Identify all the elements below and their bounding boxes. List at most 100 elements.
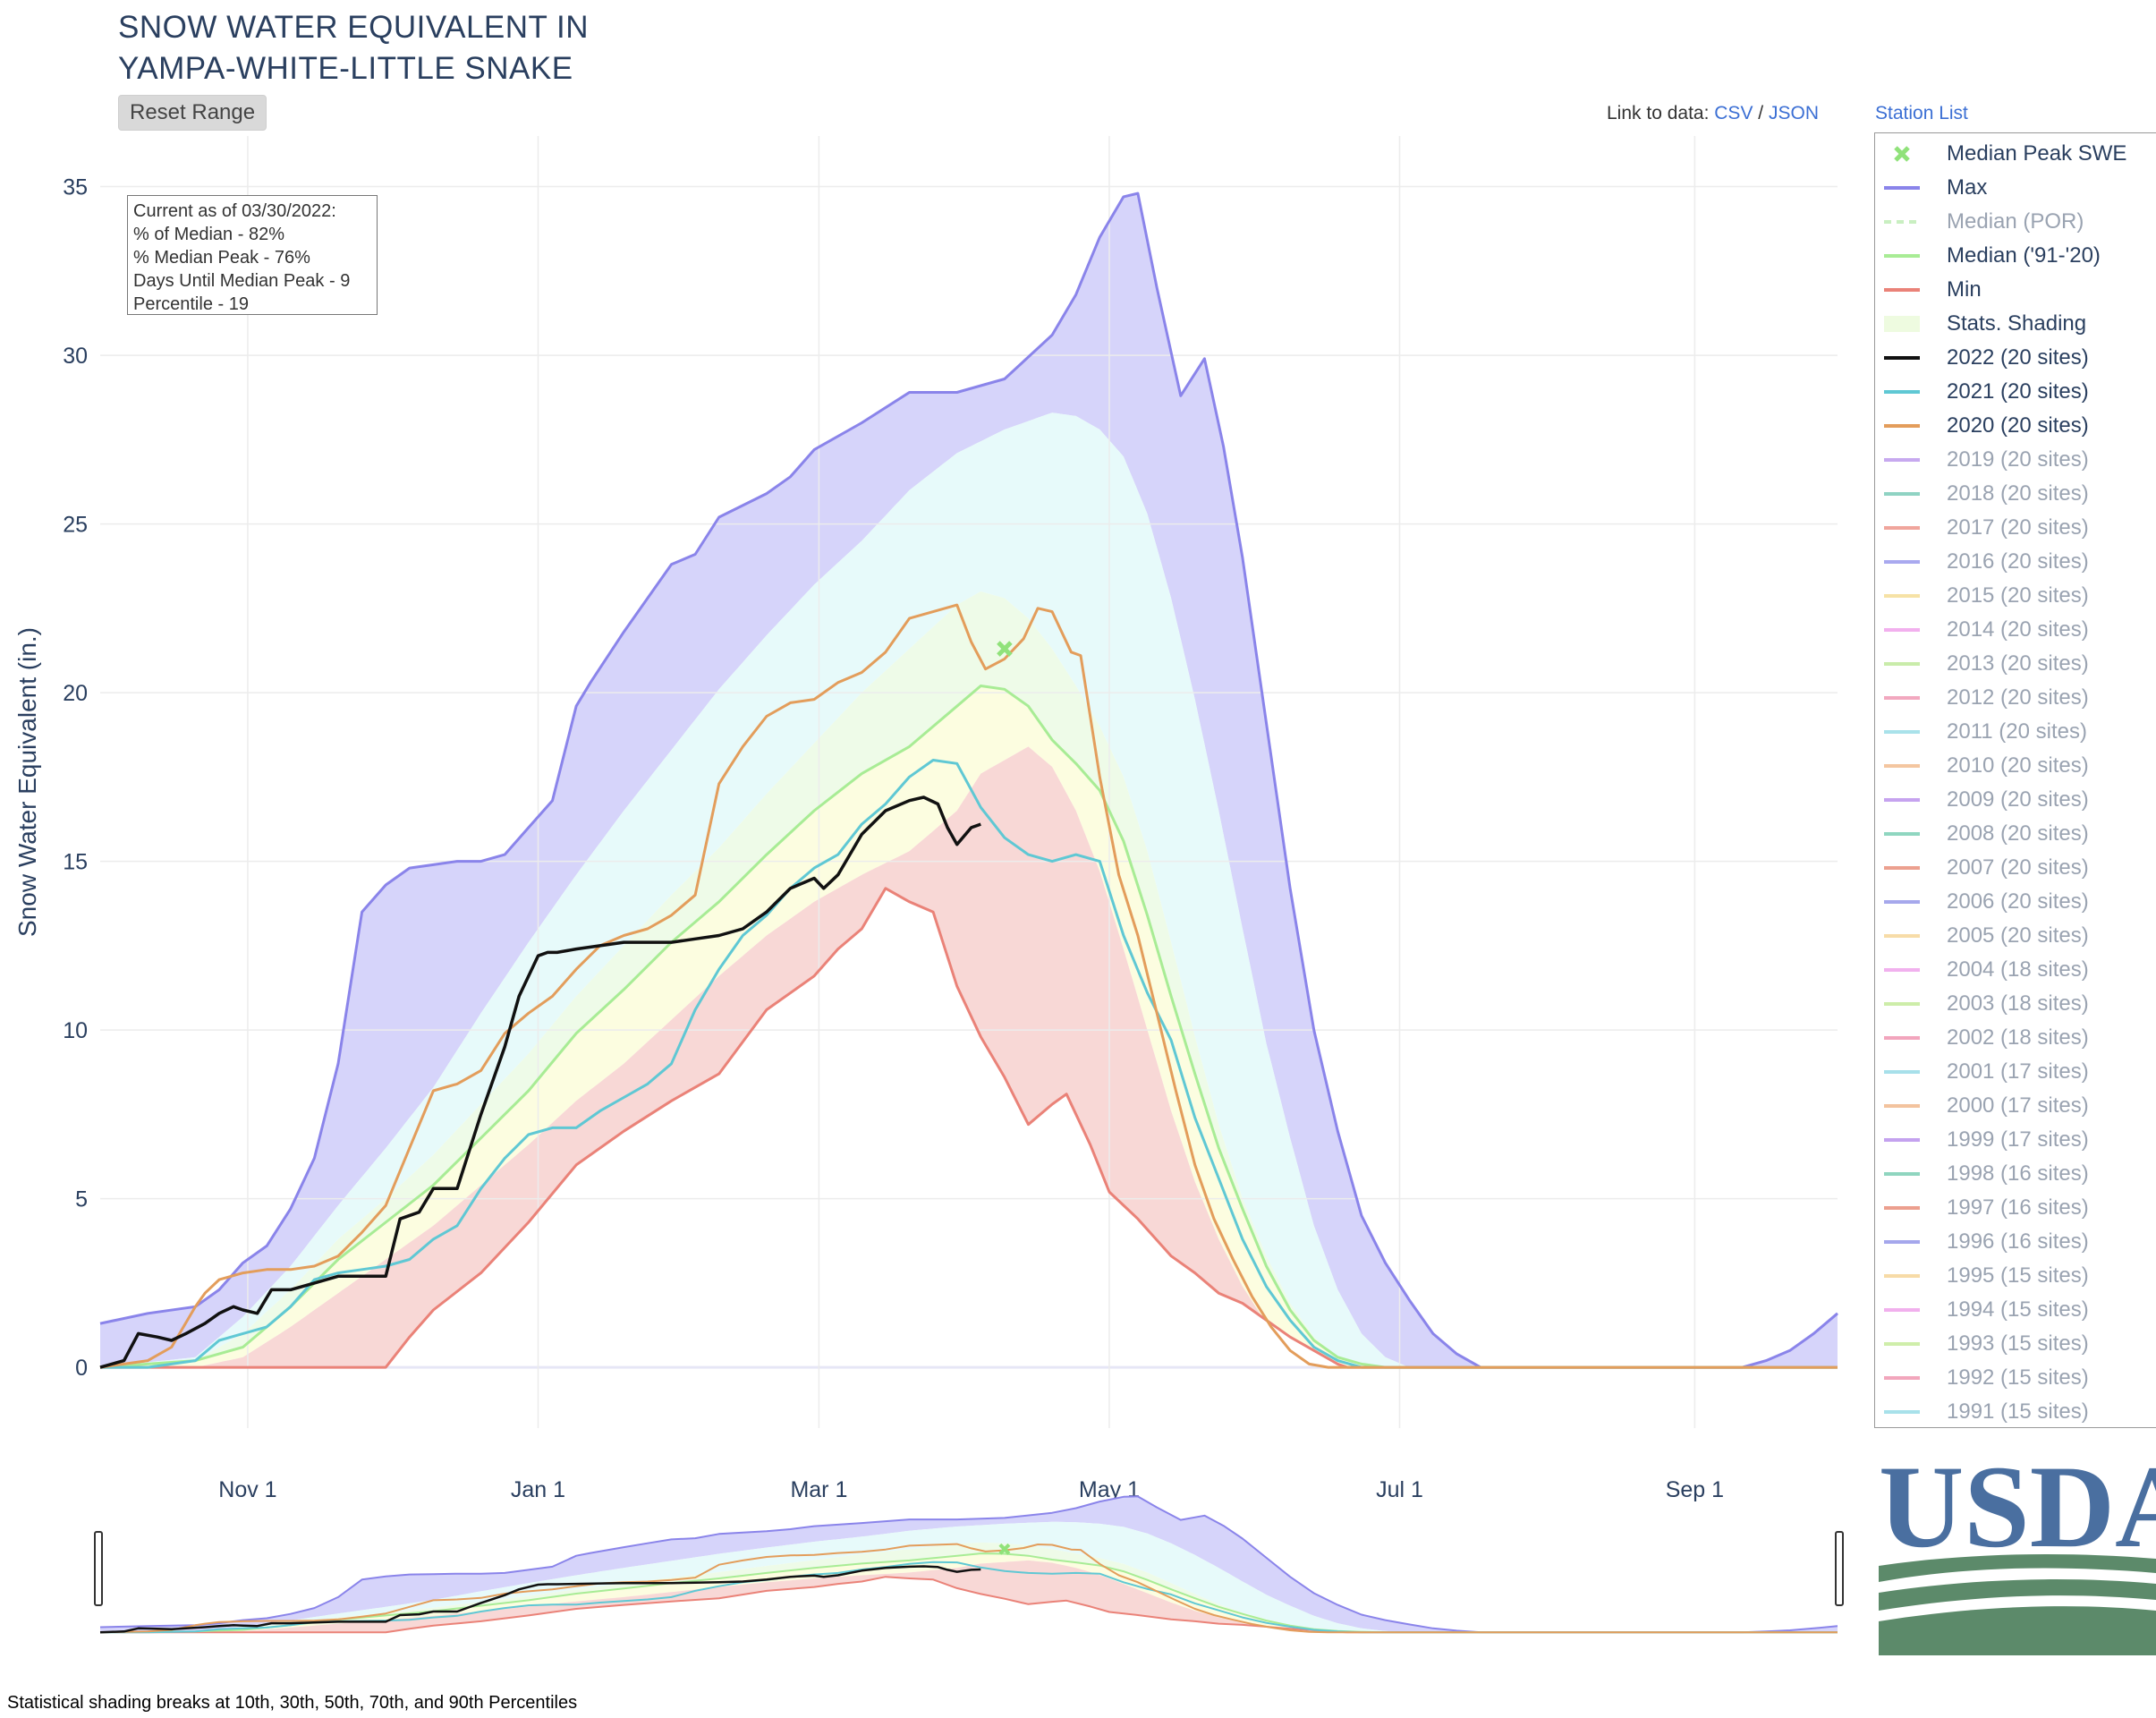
legend-swatch: [1884, 1036, 1920, 1040]
legend-swatch: [1884, 316, 1920, 332]
legend-item[interactable]: 2006 (20 sites): [1875, 885, 2156, 919]
x-tick-label: Mar 1: [790, 1477, 847, 1502]
legend-item[interactable]: 2009 (20 sites): [1875, 783, 2156, 817]
legend-item[interactable]: 2020 (20 sites): [1875, 409, 2156, 443]
legend-item[interactable]: 2012 (20 sites): [1875, 681, 2156, 715]
chart-title: SNOW WATER EQUIVALENT IN YAMPA-WHITE-LIT…: [118, 7, 589, 89]
legend-item[interactable]: Median ('91-'20): [1875, 239, 2156, 273]
legend-item[interactable]: 2010 (20 sites): [1875, 749, 2156, 783]
legend-swatch: [1884, 832, 1920, 836]
legend-item[interactable]: 2003 (18 sites): [1875, 987, 2156, 1021]
legend-swatch: [1884, 730, 1920, 734]
chart-legend: Median Peak SWE Max Median (POR) Median ('9…: [1874, 132, 2156, 1428]
usda-logo-text: USDA: [1879, 1450, 2156, 1572]
legend-item[interactable]: 1999 (17 sites): [1875, 1123, 2156, 1157]
legend-swatch: [1884, 1206, 1920, 1210]
legend-item[interactable]: 2001 (17 sites): [1875, 1055, 2156, 1089]
legend-item[interactable]: 2002 (18 sites): [1875, 1021, 2156, 1055]
legend-item[interactable]: Median Peak SWE: [1875, 137, 2156, 171]
legend-item[interactable]: 2018 (20 sites): [1875, 477, 2156, 511]
json-link[interactable]: JSON: [1768, 103, 1819, 123]
legend-item[interactable]: Min: [1875, 273, 2156, 307]
legend-label: Median Peak SWE: [1947, 141, 2127, 166]
legend-swatch: [1884, 560, 1920, 564]
chart-title-line-1: SNOW WATER EQUIVALENT IN: [118, 10, 590, 45]
legend-item[interactable]: 2008 (20 sites): [1875, 817, 2156, 851]
legend-item[interactable]: 1992 (15 sites): [1875, 1361, 2156, 1395]
legend-item[interactable]: 2007 (20 sites): [1875, 851, 2156, 885]
legend-label: 1995 (15 sites): [1947, 1263, 2089, 1288]
legend-swatch: [1884, 1240, 1920, 1244]
legend-label: 1993 (15 sites): [1947, 1331, 2089, 1356]
legend-swatch: [1884, 1410, 1920, 1414]
main-series-2020: [99, 603, 1838, 1369]
legend-label: 2018 (20 sites): [1947, 481, 2089, 506]
legend-item[interactable]: 2015 (20 sites): [1875, 579, 2156, 613]
legend-swatch: [1884, 900, 1920, 904]
current-stats-box: Current as of 03/30/2022: % of Median - …: [127, 195, 378, 315]
legend-item[interactable]: Max: [1875, 171, 2156, 205]
legend-swatch: [1884, 356, 1920, 360]
legend-item[interactable]: 1995 (15 sites): [1875, 1259, 2156, 1293]
legend-swatch: [1884, 594, 1920, 598]
legend-item[interactable]: 2011 (20 sites): [1875, 715, 2156, 749]
legend-label: Min: [1947, 277, 1982, 302]
y-tick-label: 20: [63, 681, 88, 706]
station-list-link[interactable]: Station List: [1875, 103, 1968, 123]
legend-item[interactable]: 2005 (20 sites): [1875, 919, 2156, 953]
y-tick-label: 5: [75, 1187, 88, 1212]
rangeslider-group: [99, 1495, 1838, 1634]
legend-item[interactable]: 2016 (20 sites): [1875, 545, 2156, 579]
main-shade-max-band: [100, 193, 1838, 1368]
legend-item[interactable]: 2000 (17 sites): [1875, 1089, 2156, 1123]
legend-item[interactable]: 1993 (15 sites): [1875, 1327, 2156, 1361]
legend-item[interactable]: Stats. Shading: [1875, 307, 2156, 341]
legend-swatch: [1884, 424, 1920, 428]
legend-label: 1994 (15 sites): [1947, 1297, 2089, 1322]
legend-item[interactable]: 2014 (20 sites): [1875, 613, 2156, 647]
legend-label: 2016 (20 sites): [1947, 549, 2089, 574]
legend-item[interactable]: 1997 (16 sites): [1875, 1191, 2156, 1225]
main-series-2022: [99, 795, 981, 1369]
y-tick-label: 25: [63, 513, 88, 538]
legend-label: 2005 (20 sites): [1947, 923, 2089, 948]
usda-logo-field: [1879, 1606, 2156, 1655]
legend-item[interactable]: Median (POR): [1875, 205, 2156, 239]
legend-swatch: [1894, 146, 1910, 162]
reset-range-button[interactable]: Reset Range: [118, 95, 267, 131]
legend-swatch: [1884, 662, 1920, 666]
legend-swatch: [1884, 1070, 1920, 1074]
legend-label: 2017 (20 sites): [1947, 515, 2089, 540]
legend-item[interactable]: 1991 (15 sites): [1875, 1395, 2156, 1427]
usda-logo-stripe-1: [1879, 1553, 2156, 1582]
legend-item[interactable]: 2004 (18 sites): [1875, 953, 2156, 987]
legend-label: 2021 (20 sites): [1947, 379, 2089, 404]
legend-item[interactable]: 1994 (15 sites): [1875, 1293, 2156, 1327]
legend-swatch: [1884, 526, 1920, 530]
legend-item[interactable]: 2017 (20 sites): [1875, 511, 2156, 545]
legend-item[interactable]: 1998 (16 sites): [1875, 1157, 2156, 1191]
legend-swatch-mark: [1894, 146, 1910, 162]
legend-label: 1991 (15 sites): [1947, 1399, 2089, 1424]
legend-item[interactable]: 1996 (16 sites): [1875, 1225, 2156, 1259]
legend-swatch: [1884, 1002, 1920, 1006]
csv-link[interactable]: CSV: [1714, 103, 1753, 123]
legend-item[interactable]: 2013 (20 sites): [1875, 647, 2156, 681]
legend-label: 2008 (20 sites): [1947, 821, 2089, 846]
legend-item[interactable]: 2022 (20 sites): [1875, 341, 2156, 375]
legend-swatch: [1884, 968, 1920, 972]
usda-logo: USDA: [1879, 1450, 2156, 1655]
legend-swatch: [1884, 458, 1920, 462]
rangeslider-median-peak-marker: [998, 1543, 1011, 1555]
legend-item[interactable]: 2021 (20 sites): [1875, 375, 2156, 409]
legend-swatch: [1884, 764, 1920, 768]
y-tick-label: 15: [63, 850, 88, 875]
legend-item[interactable]: 2019 (20 sites): [1875, 443, 2156, 477]
legend-label: 2015 (20 sites): [1947, 583, 2089, 608]
legend-label: 2003 (18 sites): [1947, 991, 2089, 1016]
rangeslider-right-handle[interactable]: [1835, 1531, 1844, 1606]
main-series-min: [100, 887, 1838, 1369]
rangeslider-left-handle[interactable]: [94, 1531, 103, 1606]
